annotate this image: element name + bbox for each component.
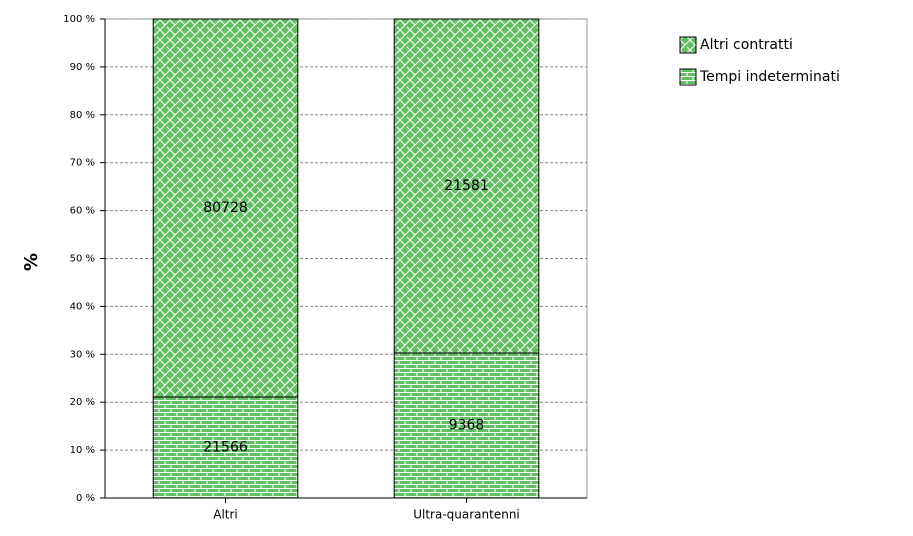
y-tick-label: 70 % — [70, 158, 95, 169]
legend-label: Tempi indeterminati — [699, 69, 840, 85]
data-label: 21581 — [444, 178, 489, 194]
y-tick-label: 80 % — [70, 110, 95, 121]
bar-segment — [152, 18, 299, 398]
legend-swatch — [679, 68, 697, 86]
x-tick-label: Ultra-quarantenni — [413, 508, 520, 522]
y-tick-label: 0 % — [76, 493, 95, 504]
y-tick-label: 20 % — [70, 397, 95, 408]
y-tick-label: 60 % — [70, 206, 95, 217]
data-label: 80728 — [203, 200, 248, 216]
y-tick-label: 40 % — [70, 301, 95, 312]
data-label: 21566 — [203, 440, 248, 456]
legend-swatch — [679, 36, 697, 54]
y-tick-label: 10 % — [70, 445, 95, 456]
bar-segment — [152, 396, 299, 499]
data-label: 9368 — [449, 418, 485, 434]
y-tick-label: 30 % — [70, 349, 95, 360]
x-tick-label: Altri — [213, 508, 238, 522]
y-tick-label: 50 % — [70, 254, 95, 265]
bar-segment — [393, 18, 540, 354]
y-axis-label: % — [21, 253, 42, 271]
y-tick-label: 90 % — [70, 62, 95, 73]
y-tick-label: 100 % — [63, 14, 95, 25]
legend-label: Altri contratti — [700, 37, 793, 53]
